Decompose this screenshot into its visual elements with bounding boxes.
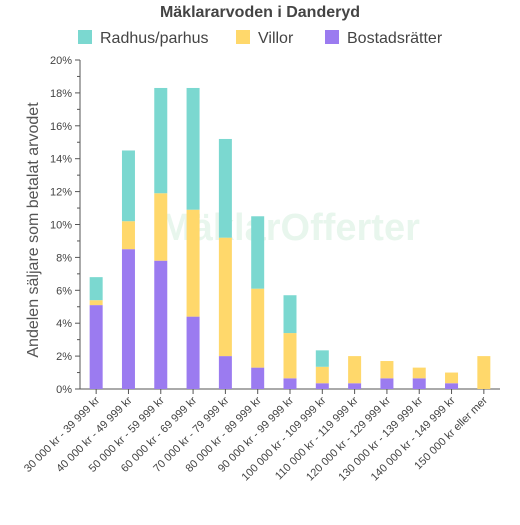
legend-label: Radhus/parhus bbox=[100, 30, 209, 47]
legend-swatch bbox=[236, 30, 250, 44]
bar-segment bbox=[89, 300, 103, 306]
bar-segment bbox=[89, 305, 103, 389]
bar-segment bbox=[348, 383, 362, 389]
legend-label: Villor bbox=[258, 30, 294, 47]
y-tick-label: 4% bbox=[56, 318, 72, 330]
chart-title: Mäklararvoden i Danderyd bbox=[160, 4, 360, 21]
bar-segment bbox=[315, 350, 329, 367]
bar-segment bbox=[477, 356, 491, 389]
y-tick-label: 12% bbox=[50, 187, 72, 199]
bar-segment bbox=[121, 249, 135, 389]
bar-segment bbox=[412, 378, 426, 389]
bars bbox=[89, 87, 491, 389]
chart-watermark: MäklarOfferter bbox=[160, 207, 420, 249]
bar-segment bbox=[121, 150, 135, 222]
bar-segment bbox=[315, 366, 329, 384]
bar-segment bbox=[154, 193, 168, 261]
bar-segment bbox=[218, 356, 232, 389]
bar-segment bbox=[348, 356, 362, 384]
bar-segment bbox=[283, 333, 297, 379]
bar-segment bbox=[89, 277, 103, 301]
y-tick-label: 16% bbox=[50, 121, 72, 133]
y-tick-label: 2% bbox=[56, 351, 72, 363]
bar-segment bbox=[412, 367, 426, 379]
legend-label: Bostadsrätter bbox=[347, 30, 443, 47]
y-tick-label: 6% bbox=[56, 285, 72, 297]
bar-segment bbox=[380, 378, 394, 389]
y-tick-label: 14% bbox=[50, 154, 72, 166]
legend-swatch bbox=[325, 30, 339, 44]
bar-segment bbox=[186, 87, 200, 210]
legend: Radhus/parhus Villor Bostadsrätter bbox=[78, 30, 443, 47]
bar-segment bbox=[251, 288, 265, 368]
bar-segment bbox=[251, 367, 265, 389]
bar-segment bbox=[218, 138, 232, 238]
bar-segment bbox=[283, 295, 297, 334]
bar-segment bbox=[380, 361, 394, 379]
bar-segment bbox=[283, 378, 297, 389]
bar-segment bbox=[186, 209, 200, 317]
bar-segment bbox=[218, 237, 232, 357]
bar-segment bbox=[121, 221, 135, 250]
y-tick-label: 10% bbox=[50, 220, 72, 232]
bar-segment bbox=[154, 260, 168, 389]
y-tick-label: 8% bbox=[56, 252, 72, 264]
bar-segment bbox=[445, 383, 459, 389]
bar-segment bbox=[315, 383, 329, 389]
bar-segment bbox=[186, 316, 200, 389]
legend-swatch bbox=[78, 30, 92, 44]
y-tick-label: 20% bbox=[50, 55, 72, 67]
bar-segment bbox=[154, 87, 168, 194]
y-tick-label: 18% bbox=[50, 88, 72, 100]
bar-segment bbox=[445, 372, 459, 384]
bar-segment bbox=[251, 216, 265, 289]
y-axis-label: Andelen säljare som betalat arvodet bbox=[25, 102, 42, 358]
y-tick-label: 0% bbox=[56, 384, 72, 396]
